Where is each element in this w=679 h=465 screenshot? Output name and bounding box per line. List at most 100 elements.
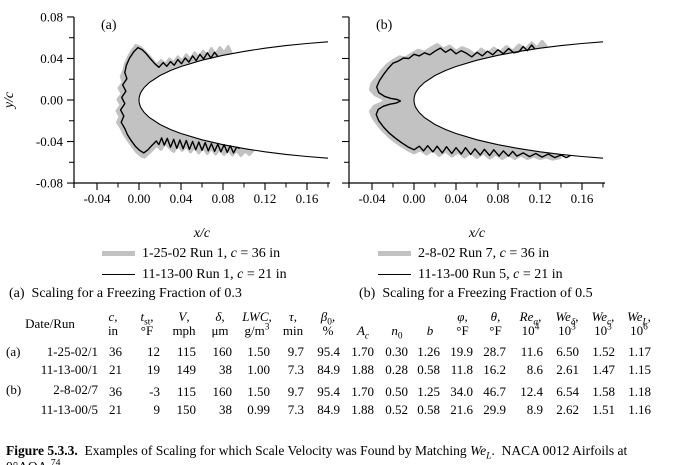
x-tick-label: 0.04 (170, 191, 193, 206)
value-cell-1-13: 2.61 (556, 362, 579, 377)
value-cell-1-12: 8.6 (526, 362, 543, 377)
x-tick-label: -0.04 (83, 191, 111, 206)
value-cell-0-6: 95.4 (317, 344, 340, 359)
panel-b-legend: 2-8-02 Run 7, c = 36 in 11-13-00 Run 5, … (378, 243, 563, 285)
y-tick-label: 0.04 (40, 51, 63, 66)
x-tick-label: -0.04 (358, 191, 386, 206)
value-cell-0-4: 1.50 (247, 344, 270, 359)
value-cell-2-3: 160 (212, 384, 233, 399)
y-tick-label: -0.04 (36, 134, 64, 149)
value-cell-2-13: 6.54 (556, 384, 579, 399)
panel-a-plot: -0.04 0.00 0.04 0.08 0.12 0.16 -0.08 -0.04 0.00 0… (2, 9, 330, 240)
value-cell-0-1: 12 (147, 344, 160, 359)
panel-b-plot: -0.04 0.00 0.04 0.08 0.12 0.16 (b) x/c (342, 16, 605, 240)
legend-label: 1-25-02 Run 1, c = 36 in (142, 245, 281, 261)
legend-item-scale-ice: 1-25-02 Run 1, c = 36 in (102, 243, 287, 264)
airfoil-fill (414, 41, 603, 159)
date-run-cell: 11-13-00/1 (40, 362, 98, 377)
column-header-8: Ac (356, 323, 370, 342)
value-cell-1-2: 149 (176, 362, 197, 377)
x-axis-title: x/c (193, 226, 211, 240)
value-cell-3-11: 29.9 (483, 402, 506, 417)
column-header-13: Rea, 104 (519, 309, 542, 338)
value-cell-0-8: 0.30 (385, 344, 408, 359)
scale-ice-swatch (378, 251, 411, 256)
value-cell-1-3: 38 (219, 362, 232, 377)
date-run-cell: (a) 1-25-02/1 (6, 344, 98, 359)
value-cell-1-11: 16.2 (483, 362, 506, 377)
table-row-0: (a) 1-25-02/1 36 12 115 160 1.50 9.7 95.4 1.70 0.3… (2, 341, 657, 359)
value-cell-3-9: 0.58 (417, 402, 440, 417)
x-axis-title: x/c (468, 226, 486, 240)
x-tick-label: 0.00 (128, 191, 151, 206)
value-cell-3-8: 0.52 (385, 402, 408, 417)
reference-ice-outline (375, 44, 571, 159)
table-body: (a) 1-25-02/1 36 12 115 160 1.50 9.7 95.4 1.70 0.3… (2, 341, 657, 417)
airfoil-fill (139, 41, 328, 159)
value-cell-3-6: 84.9 (317, 402, 340, 417)
value-cell-1-15: 1.15 (628, 362, 651, 377)
table-header: Date/Run c, in tst, °F V, mph δ, μm LWC, g/m3 τ, min… (2, 309, 657, 342)
value-cell-0-11: 28.7 (483, 344, 506, 359)
reference-ice-outline (119, 46, 241, 154)
value-cell-0-0: 36 (109, 344, 122, 359)
value-cell-2-10: 34.0 (450, 384, 473, 399)
value-cell-3-14: 1.51 (592, 402, 615, 417)
value-cell-2-5: 9.7 (287, 384, 304, 399)
value-cell-1-5: 7.3 (287, 362, 304, 377)
value-cell-1-8: 0.28 (385, 362, 408, 377)
column-header-0: Date/Run (25, 316, 75, 331)
value-cell-0-2: 115 (176, 344, 196, 359)
y-tick-label: 0.00 (40, 93, 63, 108)
value-cell-2-0: 36 (109, 384, 122, 399)
value-cell-0-14: 1.52 (592, 344, 615, 359)
column-header-9: n0 (391, 323, 403, 342)
value-cell-2-8: 0.50 (385, 384, 408, 399)
legend-label: 2-8-02 Run 7, c = 36 in (418, 245, 550, 261)
table-row-3: 11-13-00/5 21 9 150 38 0.99 7.3 84.9 1.88 0.52 0.5… (2, 399, 657, 417)
column-header-10: b (426, 323, 434, 338)
value-cell-1-14: 1.47 (592, 362, 615, 377)
legend-label: 11-13-00 Run 5, c = 21 in (418, 266, 563, 282)
column-header-4: δ, μm (211, 309, 229, 338)
x-tick-label: 0.16 (296, 191, 319, 206)
value-cell-2-6: 95.4 (317, 384, 340, 399)
panel-b-caption: (b) Scaling for a Freezing Fraction of 0… (359, 286, 593, 301)
value-cell-0-7: 1.70 (351, 344, 374, 359)
value-cell-1-1: 19 (147, 362, 160, 377)
value-cell-1-0: 21 (109, 362, 122, 377)
column-header-5: LWC, g/m3 (242, 309, 272, 338)
column-header-16: WeL, 106 (627, 309, 651, 338)
value-cell-2-1: -3 (149, 384, 160, 399)
value-cell-1-9: 0.58 (417, 362, 440, 377)
value-cell-2-4: 1.50 (247, 384, 270, 399)
x-tick-label: 0.08 (487, 191, 510, 206)
value-cell-3-1: 9 (153, 402, 161, 417)
table-row-2: (b) 2-8-02/7 36 -3 115 160 1.50 9.7 95.4 1.70 0.50… (2, 377, 657, 399)
value-cell-1-7: 1.88 (351, 362, 374, 377)
value-cell-0-13: 6.50 (556, 344, 579, 359)
column-header-1: c, in (107, 309, 119, 338)
value-cell-3-3: 38 (219, 402, 232, 417)
date-run-cell: 11-13-00/5 (40, 402, 98, 417)
y-axis-title: y/c (2, 91, 17, 110)
column-header-15: Wec, 103 (591, 309, 615, 338)
y-tick-label: 0.08 (40, 9, 63, 24)
date-run-cell: (b) 2-8-02/7 (6, 382, 98, 397)
x-tick-label: 0.04 (445, 191, 468, 206)
value-cell-1-10: 11.8 (450, 362, 473, 377)
panel-label: (b) (376, 18, 393, 33)
value-cell-2-2: 115 (176, 384, 196, 399)
panel-label: (a) (101, 18, 117, 33)
x-tick-label: 0.16 (571, 191, 594, 206)
value-cell-3-12: 8.9 (526, 402, 543, 417)
y-tick-label: -0.08 (36, 176, 63, 191)
airfoil-outline (413, 41, 604, 159)
legend-item-reference-ice: 11-13-00 Run 5, c = 21 in (378, 264, 563, 285)
value-cell-3-2: 150 (176, 402, 197, 417)
value-cell-0-9: 1.26 (417, 344, 440, 359)
value-cell-1-4: 1.00 (247, 362, 270, 377)
x-tick-label: 0.12 (529, 191, 552, 206)
column-header-14: Weδ, 103 (555, 309, 579, 338)
scale-ice-swatch (102, 251, 135, 256)
